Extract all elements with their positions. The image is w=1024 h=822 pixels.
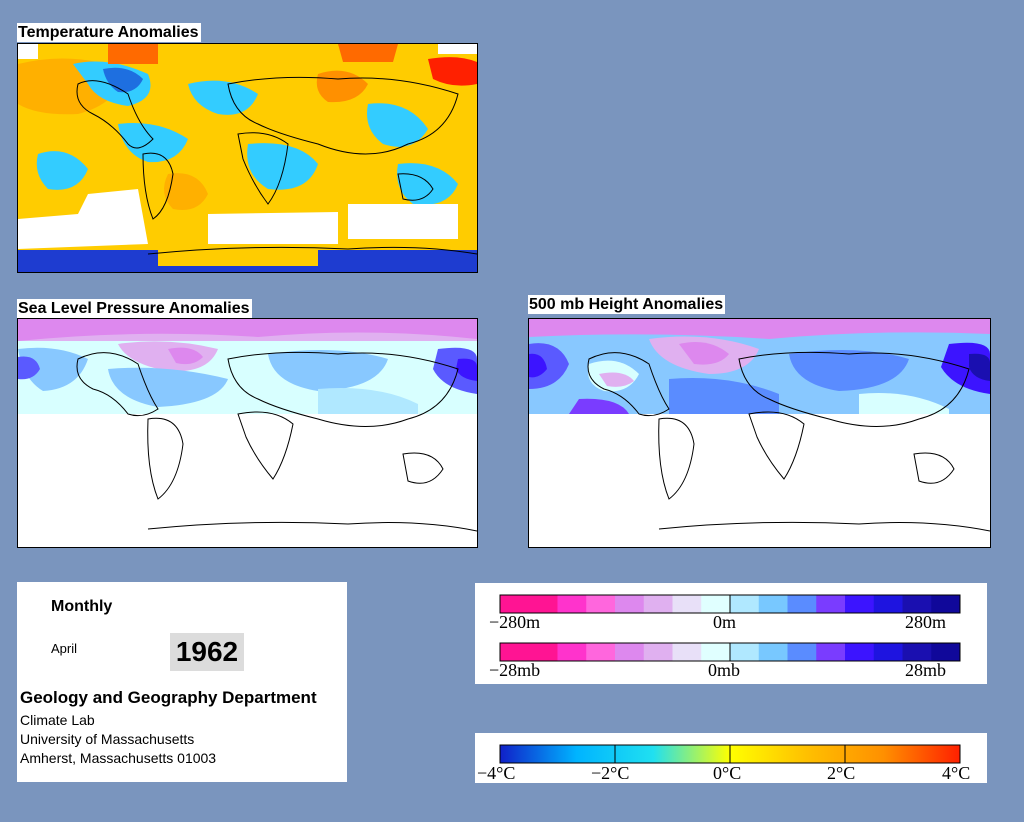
- temperature-anomaly-map: [17, 43, 478, 273]
- temperature-panel-title: Temperature Anomalies: [17, 23, 201, 42]
- height-anomaly-map: [528, 318, 991, 548]
- pressure-max-label: 28mb: [905, 660, 946, 680]
- pressure-colorbar-segment: [758, 643, 788, 661]
- height-colorbar-segment: [816, 595, 846, 613]
- pressure-zero-label: 0mb: [708, 660, 740, 680]
- height-colorbar-segment: [557, 595, 587, 613]
- pressure-colorbar-segment: [701, 643, 731, 661]
- month-label: April: [51, 641, 78, 656]
- temp-label-minus4: −4°C: [477, 763, 515, 783]
- temp-label-2: 2°C: [827, 763, 855, 783]
- height-colorbar-segment: [643, 595, 673, 613]
- height-colorbar-segment: [500, 595, 530, 613]
- pressure-colorbar-segment: [730, 643, 760, 661]
- temp-label-4: 4°C: [942, 763, 970, 783]
- slp-panel-title: Sea Level Pressure Anomalies: [17, 299, 252, 318]
- height-min-label: −280m: [489, 612, 540, 632]
- university-label: University of Massachusetts: [20, 731, 195, 747]
- info-box: Monthly April 1962 Geology and Geography…: [17, 582, 347, 782]
- anomaly-colorbar-legend: −280m 0m 280m −28mb 0mb 28mb: [475, 583, 987, 684]
- pressure-colorbar-segment: [500, 643, 530, 661]
- pressure-colorbar-segment: [787, 643, 817, 661]
- height-colorbar-segment: [528, 595, 558, 613]
- temperature-colorbar-legend: −4°C −2°C 0°C 2°C 4°C: [475, 733, 987, 783]
- height-colorbar-segment: [615, 595, 645, 613]
- temp-label-0: 0°C: [713, 763, 741, 783]
- height-colorbar-segment: [586, 595, 616, 613]
- slp-anomaly-map: [17, 318, 478, 548]
- height-colorbar-segment: [931, 595, 961, 613]
- pressure-colorbar-segment: [902, 643, 932, 661]
- pressure-colorbar-segment: [845, 643, 875, 661]
- pressure-colorbar-segment: [643, 643, 673, 661]
- height-colorbar-segment: [672, 595, 702, 613]
- height-colorbar-segment: [730, 595, 760, 613]
- pressure-colorbar-segment: [816, 643, 846, 661]
- height-colorbar-segment: [758, 595, 788, 613]
- pressure-colorbar-segment: [873, 643, 903, 661]
- height-panel-title: 500 mb Height Anomalies: [528, 295, 726, 314]
- pressure-colorbar-segment: [931, 643, 961, 661]
- height-colorbar-segment: [787, 595, 817, 613]
- pressure-colorbar-segment: [557, 643, 587, 661]
- height-colorbar-segment: [845, 595, 875, 613]
- pressure-colorbar: [499, 642, 961, 662]
- height-zero-label: 0m: [713, 612, 736, 632]
- year-label: 1962: [170, 633, 244, 671]
- lab-label: Climate Lab: [20, 712, 95, 728]
- pressure-colorbar-segment: [672, 643, 702, 661]
- pressure-colorbar-segment: [528, 643, 558, 661]
- height-colorbar-segment: [873, 595, 903, 613]
- pressure-colorbar-segment: [586, 643, 616, 661]
- height-colorbar: [499, 594, 961, 614]
- height-colorbar-segment: [701, 595, 731, 613]
- pressure-colorbar-segment: [615, 643, 645, 661]
- period-label: Monthly: [51, 598, 113, 615]
- address-label: Amherst, Massachusetts 01003: [20, 750, 217, 766]
- height-colorbar-segment: [902, 595, 932, 613]
- temp-label-minus2: −2°C: [591, 763, 629, 783]
- pressure-min-label: −28mb: [489, 660, 540, 680]
- height-max-label: 280m: [905, 612, 946, 632]
- department-label: Geology and Geography Department: [20, 688, 317, 707]
